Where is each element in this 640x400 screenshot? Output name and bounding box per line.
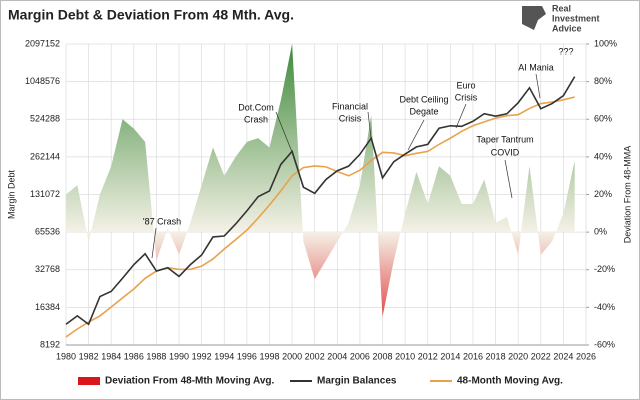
x-tick-label: 2006 bbox=[350, 351, 370, 361]
y2-tick-label: 80% bbox=[594, 76, 612, 86]
legend-label: Deviation From 48-Mth Moving Avg. bbox=[105, 376, 274, 387]
x-tick-label: 1996 bbox=[237, 351, 257, 361]
y-tick-label: 8192 bbox=[40, 339, 60, 349]
annotation-leader bbox=[504, 159, 513, 199]
annotation: COVID bbox=[491, 147, 520, 157]
annotation-leader bbox=[535, 73, 541, 99]
annotation-leader bbox=[407, 119, 425, 151]
annotation: Crisis bbox=[455, 92, 478, 102]
y2-tick-label: 40% bbox=[594, 151, 612, 161]
chart-title: Margin Debt & Deviation From 48 Mth. Avg… bbox=[8, 7, 294, 23]
y-tick-label: 262144 bbox=[30, 151, 60, 161]
x-tick-label: 1982 bbox=[79, 351, 99, 361]
x-tick-label: 2016 bbox=[463, 351, 483, 361]
annotation: Crash bbox=[244, 114, 268, 124]
annotation: Debt Ceiling bbox=[399, 94, 448, 104]
annotation: '87 Crash bbox=[143, 216, 181, 226]
legend-swatch bbox=[78, 377, 100, 385]
x-tick-label: 2002 bbox=[305, 351, 325, 361]
y2-tick-label: -20% bbox=[594, 264, 615, 274]
annotation: AI Mania bbox=[518, 62, 554, 72]
annotation: ??? bbox=[558, 46, 573, 56]
x-tick-label: 1992 bbox=[192, 351, 212, 361]
x-tick-label: 1984 bbox=[101, 351, 121, 361]
y-tick-label: 131072 bbox=[30, 189, 60, 199]
y2-tick-label: 100% bbox=[594, 38, 617, 48]
y-tick-label: 524288 bbox=[30, 114, 60, 124]
annotation-leader bbox=[151, 227, 157, 259]
x-tick-label: 2026 bbox=[576, 351, 596, 361]
y2-tick-label: 0% bbox=[594, 227, 607, 237]
x-tick-label: 2014 bbox=[440, 351, 460, 361]
x-tick-label: 2024 bbox=[553, 351, 573, 361]
x-tick-label: 1998 bbox=[259, 351, 279, 361]
annotation: Degate bbox=[409, 106, 438, 116]
annotation: Dot.Com bbox=[238, 102, 274, 112]
annotation-leader bbox=[275, 111, 293, 153]
annotation: Euro bbox=[456, 80, 475, 90]
annotation: Financial bbox=[332, 101, 368, 111]
annotation: Crisis bbox=[339, 113, 362, 123]
y2-tick-label: 20% bbox=[594, 189, 612, 199]
x-tick-label: 2004 bbox=[327, 351, 347, 361]
logo-text: Advice bbox=[552, 23, 582, 33]
series-line bbox=[65, 76, 576, 326]
x-tick-label: 1988 bbox=[146, 351, 166, 361]
y2-axis-title: Deviation From 48-MMA bbox=[622, 146, 632, 244]
y2-tick-label: 60% bbox=[594, 114, 612, 124]
y-tick-label: 16384 bbox=[35, 302, 60, 312]
logo-mark bbox=[522, 6, 546, 30]
annotation: Taper Tantrum bbox=[476, 134, 533, 144]
y-tick-label: 65536 bbox=[35, 227, 60, 237]
x-tick-label: 2020 bbox=[508, 351, 528, 361]
annotation-leader bbox=[367, 111, 372, 139]
x-tick-label: 1994 bbox=[214, 351, 234, 361]
x-tick-label: 2008 bbox=[373, 351, 393, 361]
logo-text: Investment bbox=[552, 13, 600, 23]
y2-tick-label: -60% bbox=[594, 339, 615, 349]
y-tick-label: 1048576 bbox=[25, 76, 60, 86]
x-tick-label: 2010 bbox=[395, 351, 415, 361]
x-tick-label: 2000 bbox=[282, 351, 302, 361]
series-line bbox=[65, 96, 575, 338]
legend-label: Margin Balances bbox=[317, 376, 397, 387]
x-tick-label: 1990 bbox=[169, 351, 189, 361]
y-tick-label: 32768 bbox=[35, 264, 60, 274]
x-tick-label: 1980 bbox=[56, 351, 76, 361]
y-tick-label: 2097152 bbox=[25, 38, 60, 48]
y-axis-title: Margin Debt bbox=[6, 169, 16, 219]
x-tick-label: 2022 bbox=[531, 351, 551, 361]
x-tick-label: 2018 bbox=[486, 351, 506, 361]
y2-tick-label: -40% bbox=[594, 302, 615, 312]
logo-text: Real bbox=[552, 3, 571, 13]
legend-label: 48-Month Moving Avg. bbox=[457, 376, 563, 387]
deviation-area bbox=[66, 44, 575, 317]
x-tick-label: 2012 bbox=[418, 351, 438, 361]
annotation-leader bbox=[455, 103, 467, 129]
x-tick-label: 1986 bbox=[124, 351, 144, 361]
